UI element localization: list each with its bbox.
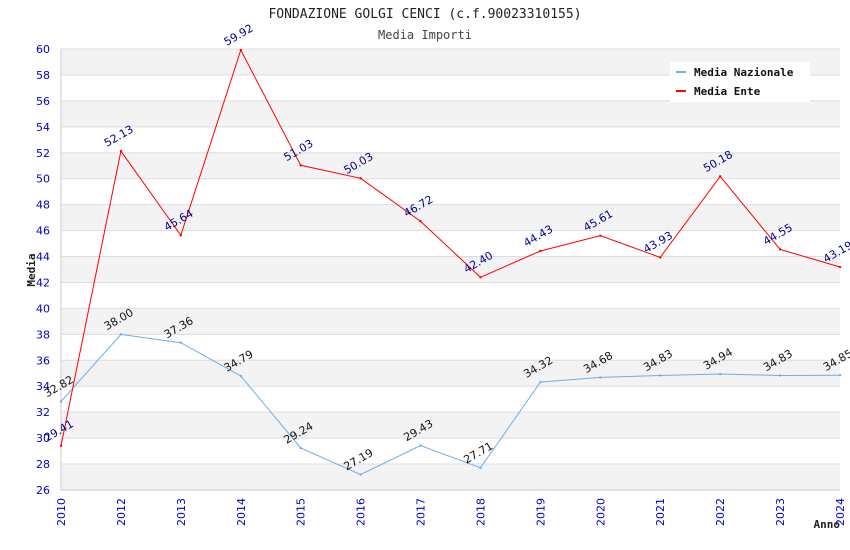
data-point (838, 374, 842, 377)
grid-band (61, 204, 840, 231)
x-tick-label: 2013 (175, 498, 188, 526)
chart-subtitle: Media Importi (378, 28, 472, 42)
y-tick-label: 30 (36, 432, 50, 445)
data-label: 59.92 (222, 22, 256, 49)
y-tick-label: 44 (36, 251, 50, 264)
data-point (59, 444, 63, 447)
x-tick-label: 2018 (474, 498, 487, 526)
data-point (599, 234, 602, 237)
y-tick-label: 34 (36, 380, 50, 393)
grid-band (61, 308, 840, 335)
grid-band (61, 100, 840, 127)
y-tick-label: 54 (36, 121, 50, 134)
x-tick-label: 2023 (774, 498, 787, 526)
y-tick-label: 50 (36, 173, 50, 186)
series-line-media-nazionale (60, 333, 841, 476)
data-point (299, 164, 302, 167)
grid-band (61, 256, 840, 283)
y-tick-label: 52 (36, 147, 50, 160)
data-point (838, 265, 842, 269)
x-tick-label: 2010 (55, 498, 68, 526)
series-line-media-ente (60, 48, 841, 446)
data-point (539, 380, 542, 384)
data-point (778, 374, 782, 377)
data-point (419, 220, 422, 223)
y-tick-label: 56 (36, 95, 50, 108)
data-point (539, 249, 542, 253)
x-tick-label: 2012 (115, 498, 128, 526)
data-point (299, 446, 302, 450)
data-label: 29.41 (42, 417, 76, 444)
x-tick-label: 2017 (415, 498, 428, 526)
data-point (599, 376, 602, 379)
legend-label: Media Ente (694, 85, 761, 98)
data-point (778, 248, 782, 251)
data-point (659, 374, 662, 377)
x-tick-label: 2020 (594, 498, 607, 526)
legend-box (670, 62, 810, 102)
x-tick-label: 2015 (295, 498, 308, 526)
data-point (359, 473, 362, 476)
grid-band (61, 360, 840, 387)
grid-band (61, 464, 840, 490)
data-label: 43.93 (641, 229, 675, 256)
y-tick-label: 28 (36, 458, 50, 471)
y-tick-label: 40 (36, 302, 50, 315)
x-tick-label: 2016 (355, 498, 368, 526)
data-point (479, 466, 482, 470)
x-tick-label: 2019 (534, 498, 547, 526)
y-tick-label: 60 (36, 43, 50, 56)
data-point (239, 48, 242, 52)
y-tick-label: 58 (36, 69, 50, 82)
y-tick-label: 48 (36, 199, 50, 212)
legend-label: Media Nazionale (694, 66, 794, 79)
data-point (179, 341, 183, 344)
data-point (59, 400, 63, 403)
data-point (239, 374, 242, 378)
data-point (419, 444, 422, 447)
y-tick-label: 26 (36, 484, 50, 497)
x-tick-label: 2021 (654, 498, 667, 526)
grid-band (61, 152, 840, 179)
data-point (659, 256, 662, 259)
data-label: 27.71 (461, 439, 495, 466)
y-tick-label: 38 (36, 328, 50, 341)
data-point (359, 177, 362, 180)
x-tick-label: 2024 (834, 498, 847, 526)
y-tick-label: 36 (36, 354, 50, 367)
data-point (479, 276, 482, 279)
y-tick-label: 42 (36, 276, 50, 289)
data-point (119, 149, 123, 153)
data-point (179, 234, 183, 237)
y-axis-label: Media (25, 253, 38, 286)
legend: Media Nazionale Media Ente (670, 62, 810, 102)
chart-title: FONDAZIONE GOLGI CENCI (c.f.90023310155) (268, 7, 581, 22)
x-tick-label: 2022 (714, 498, 727, 526)
data-point (119, 333, 123, 336)
grid-band (61, 412, 840, 439)
data-point (718, 175, 722, 178)
x-axis-label: Anno (814, 518, 841, 531)
x-tick-label: 2014 (235, 498, 248, 526)
y-tick-label: 46 (36, 225, 50, 238)
y-tick-label: 32 (36, 406, 50, 419)
data-point (718, 372, 722, 376)
